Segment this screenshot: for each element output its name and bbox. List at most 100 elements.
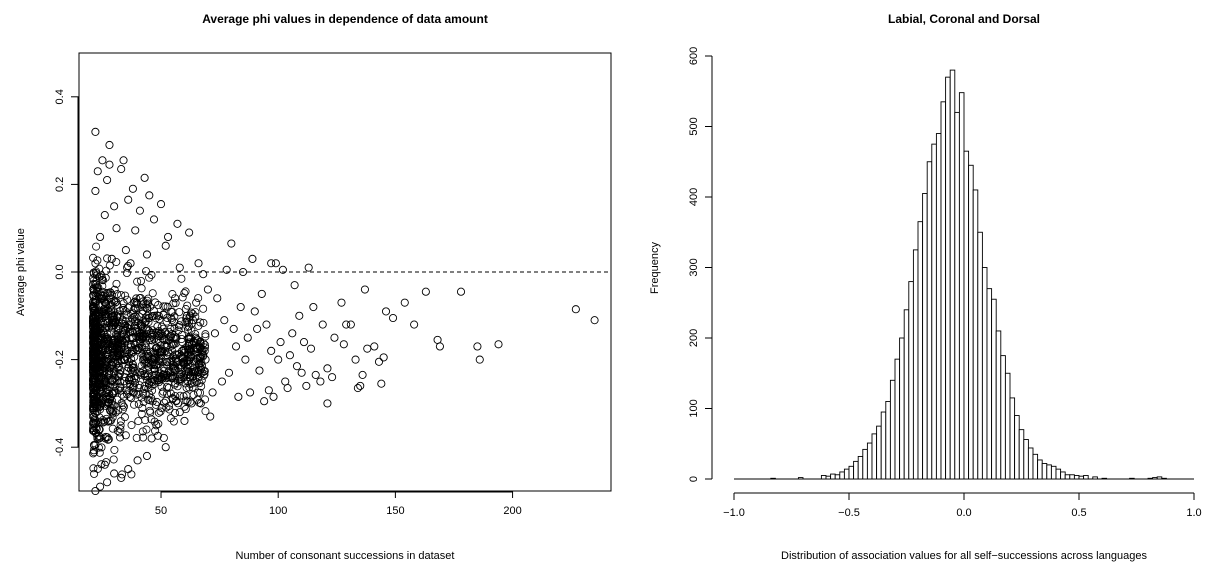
scatter-point bbox=[144, 294, 153, 303]
scatter-point bbox=[126, 343, 135, 352]
scatter-point bbox=[89, 426, 98, 435]
histogram-bar bbox=[853, 460, 859, 480]
scatter-point bbox=[353, 384, 362, 393]
scatter-point bbox=[100, 417, 109, 426]
scatter-point bbox=[142, 347, 151, 356]
scatter-point bbox=[116, 306, 125, 315]
scatter-point bbox=[89, 302, 98, 311]
scatter-point bbox=[173, 382, 182, 391]
scatter-point bbox=[108, 413, 117, 422]
scatter-point bbox=[191, 333, 200, 342]
scatter-point bbox=[195, 342, 204, 351]
scatter-point bbox=[168, 360, 177, 369]
scatter-point bbox=[159, 302, 168, 311]
scatter-point bbox=[165, 333, 174, 342]
histogram-bar bbox=[958, 92, 965, 480]
scatter-point bbox=[191, 312, 200, 321]
scatter-y-tick-label: -0.4 bbox=[54, 438, 66, 457]
scatter-x-label: Number of consonant successions in datas… bbox=[236, 550, 455, 562]
scatter-point bbox=[130, 378, 139, 387]
scatter-point bbox=[105, 340, 114, 349]
scatter-point bbox=[103, 478, 112, 487]
scatter-point bbox=[113, 376, 122, 385]
scatter-point bbox=[114, 372, 123, 381]
scatter-point bbox=[161, 396, 170, 405]
scatter-point bbox=[181, 405, 190, 414]
scatter-point bbox=[124, 465, 133, 474]
scatter-point bbox=[117, 165, 126, 174]
scatter-y-tick-label: 0.4 bbox=[54, 89, 66, 104]
scatter-point bbox=[351, 355, 360, 364]
scatter-point bbox=[97, 329, 106, 338]
histogram-bar bbox=[972, 189, 979, 480]
scatter-point bbox=[90, 306, 99, 315]
histogram-bar bbox=[949, 69, 956, 480]
scatter-point bbox=[186, 397, 195, 406]
scatter-point bbox=[356, 381, 365, 390]
histogram-bar bbox=[1152, 477, 1158, 480]
histogram-y-tick-label: 0 bbox=[688, 476, 700, 482]
scatter-point bbox=[196, 338, 205, 347]
histogram-bar bbox=[1018, 429, 1025, 480]
scatter-point bbox=[131, 344, 140, 353]
scatter-point bbox=[102, 458, 111, 467]
histogram-bar bbox=[1041, 463, 1048, 480]
scatter-point bbox=[113, 426, 122, 435]
scatter-point bbox=[133, 390, 142, 399]
scatter-point bbox=[94, 434, 103, 443]
scatter-point bbox=[140, 318, 149, 327]
scatter-point bbox=[150, 417, 159, 426]
scatter-point bbox=[241, 355, 250, 364]
scatter-point bbox=[90, 448, 99, 457]
histogram-x-tick-label: −0.5 bbox=[838, 507, 860, 519]
scatter-point bbox=[246, 388, 255, 397]
scatter-x-tick-label: 200 bbox=[503, 505, 521, 517]
scatter-point bbox=[168, 357, 177, 366]
scatter-point bbox=[126, 309, 135, 318]
scatter-point bbox=[123, 390, 132, 399]
scatter-point bbox=[435, 342, 444, 351]
scatter-title: Average phi values in dependence of data… bbox=[202, 12, 488, 26]
scatter-point bbox=[374, 357, 384, 366]
scatter-point bbox=[571, 305, 580, 314]
scatter-point bbox=[102, 350, 111, 359]
scatter-point bbox=[109, 407, 118, 416]
scatter-point bbox=[250, 307, 259, 316]
scatter-point bbox=[94, 377, 103, 386]
scatter-point bbox=[177, 274, 186, 283]
scatter-point bbox=[131, 297, 140, 306]
scatter-point bbox=[197, 358, 206, 367]
scatter-point bbox=[91, 267, 100, 276]
scatter-point bbox=[196, 318, 205, 327]
scatter-point bbox=[255, 366, 264, 375]
scatter-point bbox=[89, 392, 98, 401]
scatter-point bbox=[110, 202, 119, 211]
scatter-y-tick-label: -0.2 bbox=[54, 350, 66, 369]
histogram-y-tick-label: 500 bbox=[688, 117, 700, 135]
scatter-point bbox=[90, 288, 99, 297]
scatter-point bbox=[119, 402, 128, 411]
scatter-point bbox=[136, 370, 145, 379]
histogram-bar bbox=[986, 288, 993, 480]
histogram-bar bbox=[885, 401, 891, 480]
scatter-point bbox=[257, 289, 266, 298]
scatter-point bbox=[91, 331, 100, 340]
scatter-point bbox=[201, 343, 210, 352]
histogram-bar bbox=[954, 111, 960, 480]
histogram-bar bbox=[940, 101, 947, 480]
histogram-bar bbox=[1064, 474, 1071, 480]
scatter-point bbox=[139, 398, 148, 407]
histogram-bar bbox=[1037, 459, 1043, 480]
scatter-point bbox=[159, 387, 168, 396]
scatter-point bbox=[192, 378, 201, 387]
scatter-point bbox=[278, 265, 287, 274]
scatter-point bbox=[188, 309, 197, 318]
scatter-point bbox=[112, 257, 121, 266]
scatter-point bbox=[130, 317, 139, 326]
scatter-point bbox=[130, 400, 139, 409]
scatter-point bbox=[98, 275, 107, 284]
scatter-point bbox=[89, 464, 98, 473]
scatter-point bbox=[206, 412, 215, 421]
scatter-point bbox=[130, 298, 139, 307]
scatter-point bbox=[92, 242, 101, 251]
